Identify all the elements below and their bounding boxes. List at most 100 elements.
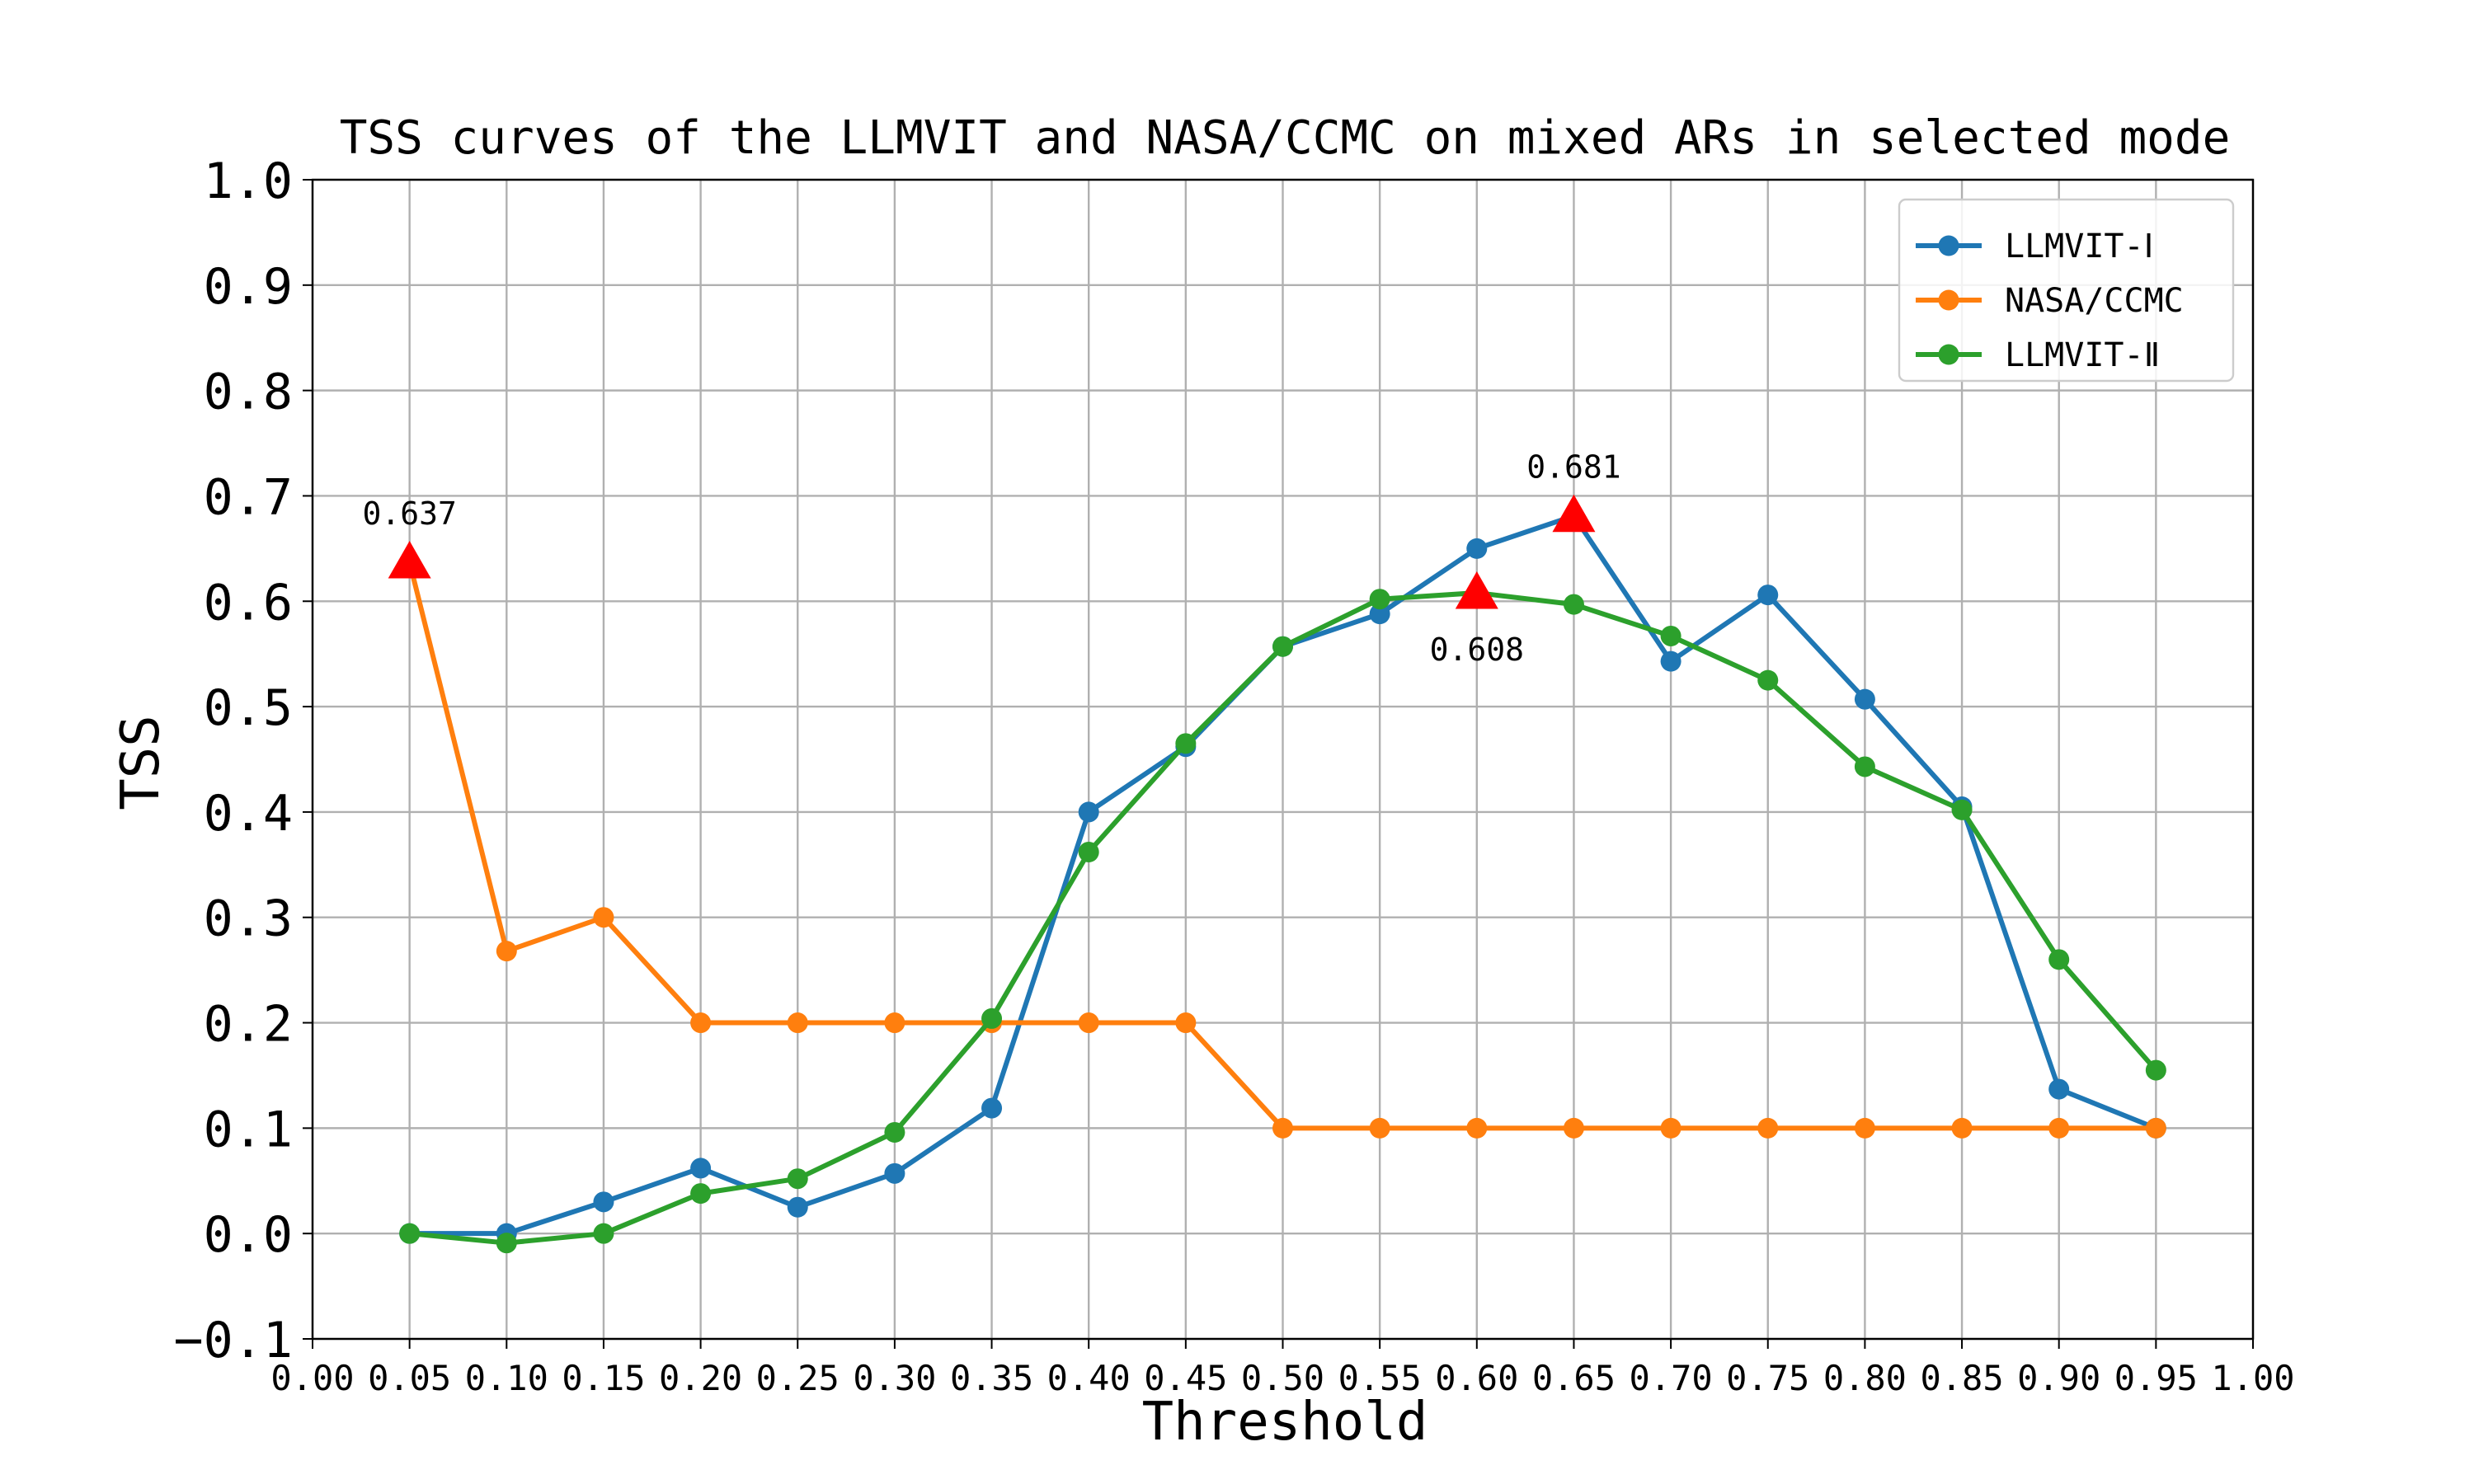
data-point bbox=[1466, 538, 1488, 559]
data-point bbox=[1078, 841, 1099, 862]
data-point bbox=[496, 1233, 517, 1254]
legend-item: NASA/CCMC bbox=[1916, 282, 2184, 320]
y-tick-label: 0.6 bbox=[204, 574, 293, 632]
legend: LLMVIT-Ⅰ NASA/CCMC LLMVIT-Ⅱ bbox=[1898, 198, 2235, 383]
data-point bbox=[981, 1097, 1003, 1119]
y-tick-label: 0.0 bbox=[204, 1206, 293, 1264]
x-tick-label: 0.50 bbox=[1241, 1358, 1324, 1398]
plot-frame bbox=[311, 178, 2255, 1341]
data-point bbox=[399, 1223, 421, 1244]
annotation-label: 0.637 bbox=[362, 495, 456, 532]
data-point bbox=[981, 1007, 1003, 1029]
data-point bbox=[690, 1183, 712, 1205]
x-tick-label: 0.80 bbox=[1823, 1358, 1907, 1398]
legend-swatch-marker bbox=[1938, 289, 1959, 311]
x-tick-label: 0.85 bbox=[1920, 1358, 2003, 1398]
data-point bbox=[1466, 1117, 1488, 1139]
x-tick-label: 0.60 bbox=[1435, 1358, 1518, 1398]
data-point bbox=[593, 1223, 614, 1244]
data-point bbox=[1660, 1117, 1681, 1139]
data-point bbox=[1563, 594, 1584, 615]
data-point bbox=[1951, 799, 1973, 820]
x-tick-label: 0.20 bbox=[659, 1358, 742, 1398]
x-tick-label: 1.00 bbox=[2211, 1358, 2294, 1398]
y-tick-label: 0.7 bbox=[204, 468, 293, 526]
y-axis-label: TSS bbox=[111, 715, 172, 810]
legend-item: LLMVIT-Ⅱ bbox=[1916, 336, 2160, 374]
data-point bbox=[787, 1196, 808, 1218]
max-annotations: 0.637 0.681 0.608 bbox=[362, 449, 1620, 668]
series-lines bbox=[399, 505, 2166, 1254]
data-point bbox=[2145, 1117, 2166, 1139]
x-tick-label: 0.10 bbox=[465, 1358, 548, 1398]
x-tick-label: 0.70 bbox=[1630, 1358, 1713, 1398]
data-point bbox=[1175, 1012, 1197, 1034]
y-tick-label: 0.1 bbox=[204, 1101, 293, 1158]
x-tick-label: 0.25 bbox=[756, 1358, 840, 1398]
data-point bbox=[2048, 1078, 2070, 1100]
data-point bbox=[1757, 669, 1779, 691]
data-point bbox=[884, 1012, 905, 1034]
data-point bbox=[1660, 650, 1681, 672]
x-tick-label: 0.00 bbox=[270, 1358, 354, 1398]
y-tick-label: −0.1 bbox=[174, 1312, 294, 1369]
annotation-label: 0.608 bbox=[1430, 632, 1524, 668]
x-tick-label: 0.30 bbox=[853, 1358, 936, 1398]
data-point bbox=[1369, 589, 1390, 610]
data-point bbox=[593, 907, 614, 928]
data-point bbox=[1854, 1117, 1875, 1139]
legend-box bbox=[1898, 198, 2235, 383]
data-point bbox=[1369, 1117, 1390, 1139]
data-point bbox=[1175, 733, 1197, 754]
max-marker bbox=[1552, 494, 1596, 533]
x-tick-label: 0.55 bbox=[1338, 1358, 1422, 1398]
data-point bbox=[787, 1012, 808, 1034]
data-point bbox=[1272, 636, 1293, 657]
data-point bbox=[496, 941, 517, 962]
legend-label: NASA/CCMC bbox=[2005, 282, 2184, 320]
data-point bbox=[1369, 603, 1390, 625]
y-tick-label: 1.0 bbox=[204, 153, 293, 210]
axes: 0.00 0.05 0.10 0.15 0.20 0.25 0.30 0.35 0.40 0.45… bbox=[174, 153, 2295, 1398]
data-point bbox=[1660, 625, 1681, 646]
data-point bbox=[1854, 688, 1875, 710]
x-tick-label: 0.90 bbox=[2017, 1358, 2100, 1398]
data-point bbox=[2145, 1059, 2166, 1081]
data-point bbox=[1078, 1012, 1099, 1034]
data-point bbox=[593, 1191, 614, 1213]
legend-label: LLMVIT-Ⅰ bbox=[2005, 228, 2153, 265]
data-point bbox=[1951, 1117, 1973, 1139]
data-point bbox=[1757, 1117, 1779, 1139]
legend-label: LLMVIT-Ⅱ bbox=[2005, 336, 2160, 374]
x-axis-label: Threshold bbox=[1142, 1392, 1428, 1453]
y-tick-label: 0.4 bbox=[204, 785, 293, 843]
x-tick-label: 0.35 bbox=[950, 1358, 1033, 1398]
data-point bbox=[2048, 1117, 2070, 1139]
y-tick-label: 0.9 bbox=[204, 258, 293, 316]
data-point bbox=[690, 1012, 712, 1034]
data-point bbox=[884, 1121, 905, 1143]
max-marker bbox=[388, 540, 431, 579]
legend-swatch-marker bbox=[1938, 344, 1959, 365]
annotation-label: 0.681 bbox=[1526, 449, 1620, 486]
data-point bbox=[884, 1162, 905, 1184]
y-tick-label: 0.2 bbox=[204, 996, 293, 1054]
x-tick-label: 0.95 bbox=[2114, 1358, 2198, 1398]
x-tick-label: 0.65 bbox=[1532, 1358, 1616, 1398]
data-point bbox=[690, 1158, 712, 1179]
data-point bbox=[1272, 1117, 1293, 1139]
y-tick-label: 0.3 bbox=[204, 890, 293, 948]
legend-item: LLMVIT-Ⅰ bbox=[1916, 228, 2153, 265]
y-tick-label: 0.5 bbox=[204, 679, 293, 737]
chart-title: TSS curves of the LLMVIT and NASA/CCMC o… bbox=[340, 111, 2231, 165]
data-point bbox=[1854, 756, 1875, 777]
x-tick-label: 0.40 bbox=[1047, 1358, 1131, 1398]
x-tick-label: 0.15 bbox=[562, 1358, 645, 1398]
x-tick-label: 0.05 bbox=[368, 1358, 451, 1398]
x-tick-label: 0.75 bbox=[1726, 1358, 1809, 1398]
max-marker bbox=[1455, 571, 1498, 609]
data-point bbox=[2048, 949, 2070, 970]
x-tick-label: 0.45 bbox=[1144, 1358, 1227, 1398]
data-point bbox=[1563, 1117, 1584, 1139]
